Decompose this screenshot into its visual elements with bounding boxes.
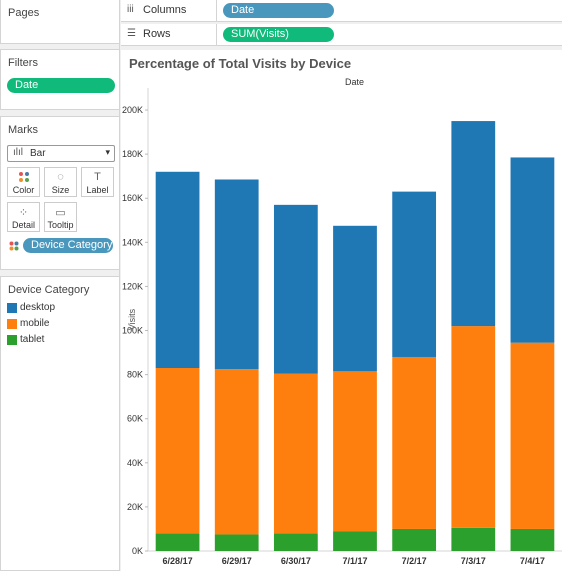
y-tick-label: 40K [127,458,143,468]
legend-label: mobile [20,318,50,329]
bar-segment-desktop[interactable] [155,171,200,369]
color-pill-device-category[interactable]: Device Category [23,238,113,253]
columns-icon: iii [127,4,134,15]
y-axis-title: Visits [127,308,137,330]
filters-card[interactable]: Filters Date [0,49,120,110]
left-panel: Pages Filters Date Marks ılıl Bar ▾ Colo… [0,0,120,571]
rows-shelf-label: ☰ Rows [121,24,217,46]
x-tick-label: 7/1/17 [342,556,367,566]
columns-shelf-label: iii Columns [121,0,217,22]
marks-card: Marks ılıl Bar ▾ Color ◌ Size T Label ⁘ … [0,116,120,270]
rows-pill-sum-visits[interactable]: SUM(Visits) [223,27,334,42]
legend-title: Device Category [8,284,90,296]
rows-shelf[interactable]: ☰ Rows SUM(Visits) [121,24,562,46]
chevron-down-icon: ▾ [105,147,110,157]
bar-segment-tablet[interactable] [451,527,496,551]
bar-segment-desktop[interactable] [214,179,259,370]
bar-segment-desktop[interactable] [392,191,437,357]
bar-segment-desktop[interactable] [273,204,318,374]
y-tick-label: 0K [132,546,143,556]
size-label: Size [51,185,70,195]
y-tick-label: 180K [122,149,143,159]
rows-label: Rows [143,28,171,40]
color-label: Color [12,185,35,195]
color-mark-icon [9,241,19,254]
color-icon [8,171,39,186]
size-button[interactable]: ◌ Size [44,167,77,197]
legend-swatch [7,319,17,329]
y-tick-label: 120K [122,281,143,291]
bar-segment-tablet[interactable] [214,534,259,551]
worksheet: Percentage of Total Visits by Device Dat… [121,50,562,571]
tooltip-icon: ▭ [55,207,66,219]
x-tick-label: 6/30/17 [281,556,311,566]
bar-segment-mobile[interactable] [333,371,377,532]
detail-label: Detail [11,220,35,230]
columns-label: Columns [143,4,187,16]
legend-label: tablet [20,334,45,345]
x-tick-label: 7/4/17 [520,556,545,566]
columns-shelf[interactable]: iii Columns Date [121,0,562,22]
bar-segment-mobile[interactable] [510,342,555,529]
columns-pill-date[interactable]: Date [223,3,334,18]
detail-icon: ⁘ [18,207,29,219]
mark-type-dropdown[interactable]: ılıl Bar ▾ [7,145,115,162]
y-tick-label: 100K [122,326,143,336]
bar-segment-mobile[interactable] [155,368,200,534]
filter-pill-date[interactable]: Date [7,78,115,93]
detail-button[interactable]: ⁘ Detail [7,202,40,232]
bar-segment-desktop[interactable] [333,225,377,372]
bar-segment-mobile[interactable] [451,326,496,528]
legend-card: Device Category desktop mobile tablet [0,276,120,571]
color-button[interactable]: Color [7,167,40,197]
bar-segment-mobile[interactable] [214,369,259,535]
bar-segment-mobile[interactable] [392,356,437,529]
tooltip-label: Tooltip [47,220,74,230]
y-tick-label: 200K [122,105,143,115]
bar-segment-desktop[interactable] [451,121,496,327]
y-tick-label: 60K [127,414,143,424]
x-tick-label: 6/28/17 [163,556,193,566]
legend-swatch [7,335,17,345]
bar-segment-tablet[interactable] [273,533,318,551]
sheet-title: Percentage of Total Visits by Device [129,56,352,71]
label-label: Label [86,185,109,195]
marks-title: Marks [8,124,38,136]
bar-chart-icon: ılıl [13,147,23,158]
label-button[interactable]: T Label [81,167,114,197]
pages-card: Pages [0,0,120,44]
x-tick-label: 6/29/17 [222,556,252,566]
bar-segment-mobile[interactable] [273,373,318,534]
size-icon: ◌ [57,171,64,183]
label-icon: T [94,171,101,183]
bar-segment-tablet[interactable] [510,528,555,551]
filters-title: Filters [8,57,38,69]
y-tick-label: 160K [122,193,143,203]
pages-title: Pages [8,7,40,19]
rows-icon: ☰ [127,28,136,39]
bar-segment-tablet[interactable] [392,528,437,551]
y-tick-label: 140K [122,237,143,247]
stacked-bar-chart: 0K 20K 40K 60K 80K 100K 120K 140K 160K 180K 200K Vi… [122,88,562,566]
column-header-date: Date [344,77,364,87]
legend-label: desktop [20,302,56,313]
y-tick-label: 80K [127,370,143,380]
bar-segment-tablet[interactable] [333,531,377,551]
legend-swatch [7,303,17,313]
x-tick-label: 7/3/17 [461,556,486,566]
x-tick-label: 7/2/17 [402,556,427,566]
bar-segment-desktop[interactable] [510,157,555,343]
tooltip-button[interactable]: ▭ Tooltip [44,202,77,232]
y-tick-label: 20K [127,502,143,512]
bar-segment-tablet[interactable] [155,533,200,551]
mark-type-label: Bar [30,148,46,159]
